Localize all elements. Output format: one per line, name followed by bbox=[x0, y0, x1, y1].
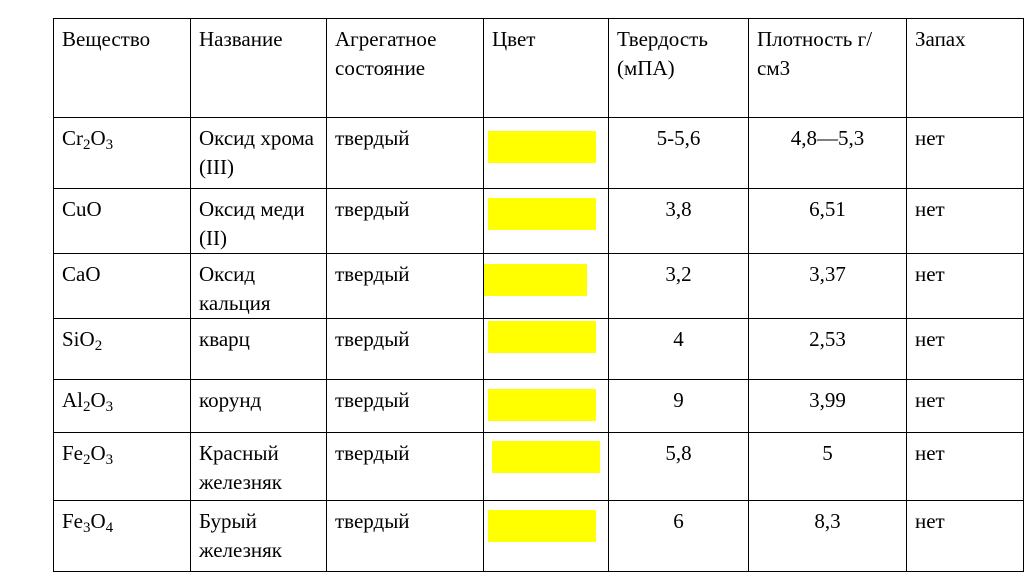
table-row: SiO2 кварц твердый 4 2,53 нет bbox=[53, 318, 1024, 380]
formula-cell: SiO2 bbox=[53, 318, 191, 380]
density-cell: 3,37 bbox=[748, 253, 907, 319]
density-cell: 5 bbox=[748, 432, 907, 501]
state-cell: твердый bbox=[326, 318, 484, 380]
state-cell: твердый bbox=[326, 253, 484, 319]
color-cell bbox=[483, 318, 609, 380]
density-cell: 3,99 bbox=[748, 379, 907, 433]
density-cell: 8,3 bbox=[748, 500, 907, 572]
color-swatch bbox=[488, 198, 596, 230]
name-cell: корунд bbox=[190, 379, 327, 433]
formula-subscript: 3 bbox=[105, 399, 114, 415]
formula-text: CaO bbox=[62, 262, 101, 286]
header-smell: Запах bbox=[906, 18, 1024, 118]
hardness-cell: 5-5,6 bbox=[608, 117, 749, 189]
color-swatch bbox=[484, 264, 587, 296]
color-cell bbox=[483, 500, 609, 572]
hardness-cell: 5,8 bbox=[608, 432, 749, 501]
color-cell bbox=[483, 188, 609, 254]
formula-subscript: 3 bbox=[105, 137, 114, 153]
header-substance: Вещество bbox=[53, 18, 191, 118]
color-swatch bbox=[488, 131, 596, 163]
color-cell bbox=[483, 117, 609, 189]
formula-text: Cr bbox=[62, 126, 83, 150]
name-cell: Оксид меди (II) bbox=[190, 188, 327, 254]
table-row: CuO Оксид меди (II) твердый 3,8 6,51 нет bbox=[53, 188, 1024, 254]
formula-cell: Al2O3 bbox=[53, 379, 191, 433]
name-cell: Оксид хрома (III) bbox=[190, 117, 327, 189]
color-swatch bbox=[492, 441, 600, 473]
formula-subscript: 2 bbox=[83, 399, 91, 415]
formula-text: Al bbox=[62, 388, 83, 412]
color-swatch bbox=[488, 389, 596, 421]
smell-cell: нет bbox=[906, 188, 1024, 254]
formula-cell: Cr2O3 bbox=[53, 117, 191, 189]
state-cell: твердый bbox=[326, 432, 484, 501]
formula-cell: CuO bbox=[53, 188, 191, 254]
header-state: Агрегатное состояние bbox=[326, 18, 484, 118]
color-swatch bbox=[488, 510, 596, 542]
color-cell bbox=[483, 379, 609, 433]
formula-text: SiO bbox=[62, 327, 95, 351]
table-row: CaO Оксид кальция твердый 3,2 3,37 нет bbox=[53, 253, 1024, 319]
formula-subscript: 3 bbox=[105, 452, 114, 468]
name-cell: Красный железняк bbox=[190, 432, 327, 501]
header-hardness: Твердость (мПА) bbox=[608, 18, 749, 118]
table-row: Al2O3 корунд твердый 9 3,99 нет bbox=[53, 379, 1024, 433]
state-cell: твердый bbox=[326, 117, 484, 189]
formula-text: O bbox=[90, 126, 106, 150]
name-cell: Оксид кальция bbox=[190, 253, 327, 319]
smell-cell: нет bbox=[906, 117, 1024, 189]
density-cell: 4,8—5,3 bbox=[748, 117, 907, 189]
formula-subscript: 2 bbox=[83, 137, 91, 153]
color-cell bbox=[483, 432, 609, 501]
smell-cell: нет bbox=[906, 253, 1024, 319]
state-cell: твердый bbox=[326, 188, 484, 254]
formula-text: Fe bbox=[62, 441, 83, 465]
color-cell bbox=[483, 253, 609, 319]
color-swatch bbox=[488, 321, 596, 353]
hardness-cell: 6 bbox=[608, 500, 749, 572]
header-density: Плотность г/см3 bbox=[748, 18, 907, 118]
density-cell: 2,53 bbox=[748, 318, 907, 380]
state-cell: твердый bbox=[326, 379, 484, 433]
hardness-cell: 3,8 bbox=[608, 188, 749, 254]
formula-text: Fe bbox=[62, 509, 83, 533]
table-row: Fe3O4 Бурый железняк твердый 6 8,3 нет bbox=[53, 500, 1024, 572]
smell-cell: нет bbox=[906, 500, 1024, 572]
formula-text: CuO bbox=[62, 197, 102, 221]
formula-text: O bbox=[90, 441, 106, 465]
formula-text: O bbox=[90, 388, 106, 412]
name-cell: кварц bbox=[190, 318, 327, 380]
oxides-table: Вещество Название Агрегатное состояние Ц… bbox=[53, 18, 1024, 572]
formula-subscript: 2 bbox=[94, 338, 103, 354]
state-cell: твердый bbox=[326, 500, 484, 572]
formula-subscript: 2 bbox=[83, 452, 91, 468]
formula-cell: Fe3O4 bbox=[53, 500, 191, 572]
hardness-cell: 9 bbox=[608, 379, 749, 433]
table-row: Cr2O3 Оксид хрома (III) твердый 5-5,6 4,… bbox=[53, 117, 1024, 189]
hardness-cell: 3,2 bbox=[608, 253, 749, 319]
header-row: Вещество Название Агрегатное состояние Ц… bbox=[53, 18, 1024, 118]
smell-cell: нет bbox=[906, 379, 1024, 433]
formula-subscript: 4 bbox=[105, 520, 114, 536]
name-cell: Бурый железняк bbox=[190, 500, 327, 572]
smell-cell: нет bbox=[906, 318, 1024, 380]
header-color: Цвет bbox=[483, 18, 609, 118]
smell-cell: нет bbox=[906, 432, 1024, 501]
formula-subscript: 3 bbox=[83, 520, 91, 536]
formula-cell: Fe2O3 bbox=[53, 432, 191, 501]
header-name: Название bbox=[190, 18, 327, 118]
density-cell: 6,51 bbox=[748, 188, 907, 254]
formula-text: O bbox=[90, 509, 106, 533]
hardness-cell: 4 bbox=[608, 318, 749, 380]
table-row: Fe2O3 Красный железняк твердый 5,8 5 нет bbox=[53, 432, 1024, 501]
formula-cell: CaO bbox=[53, 253, 191, 319]
